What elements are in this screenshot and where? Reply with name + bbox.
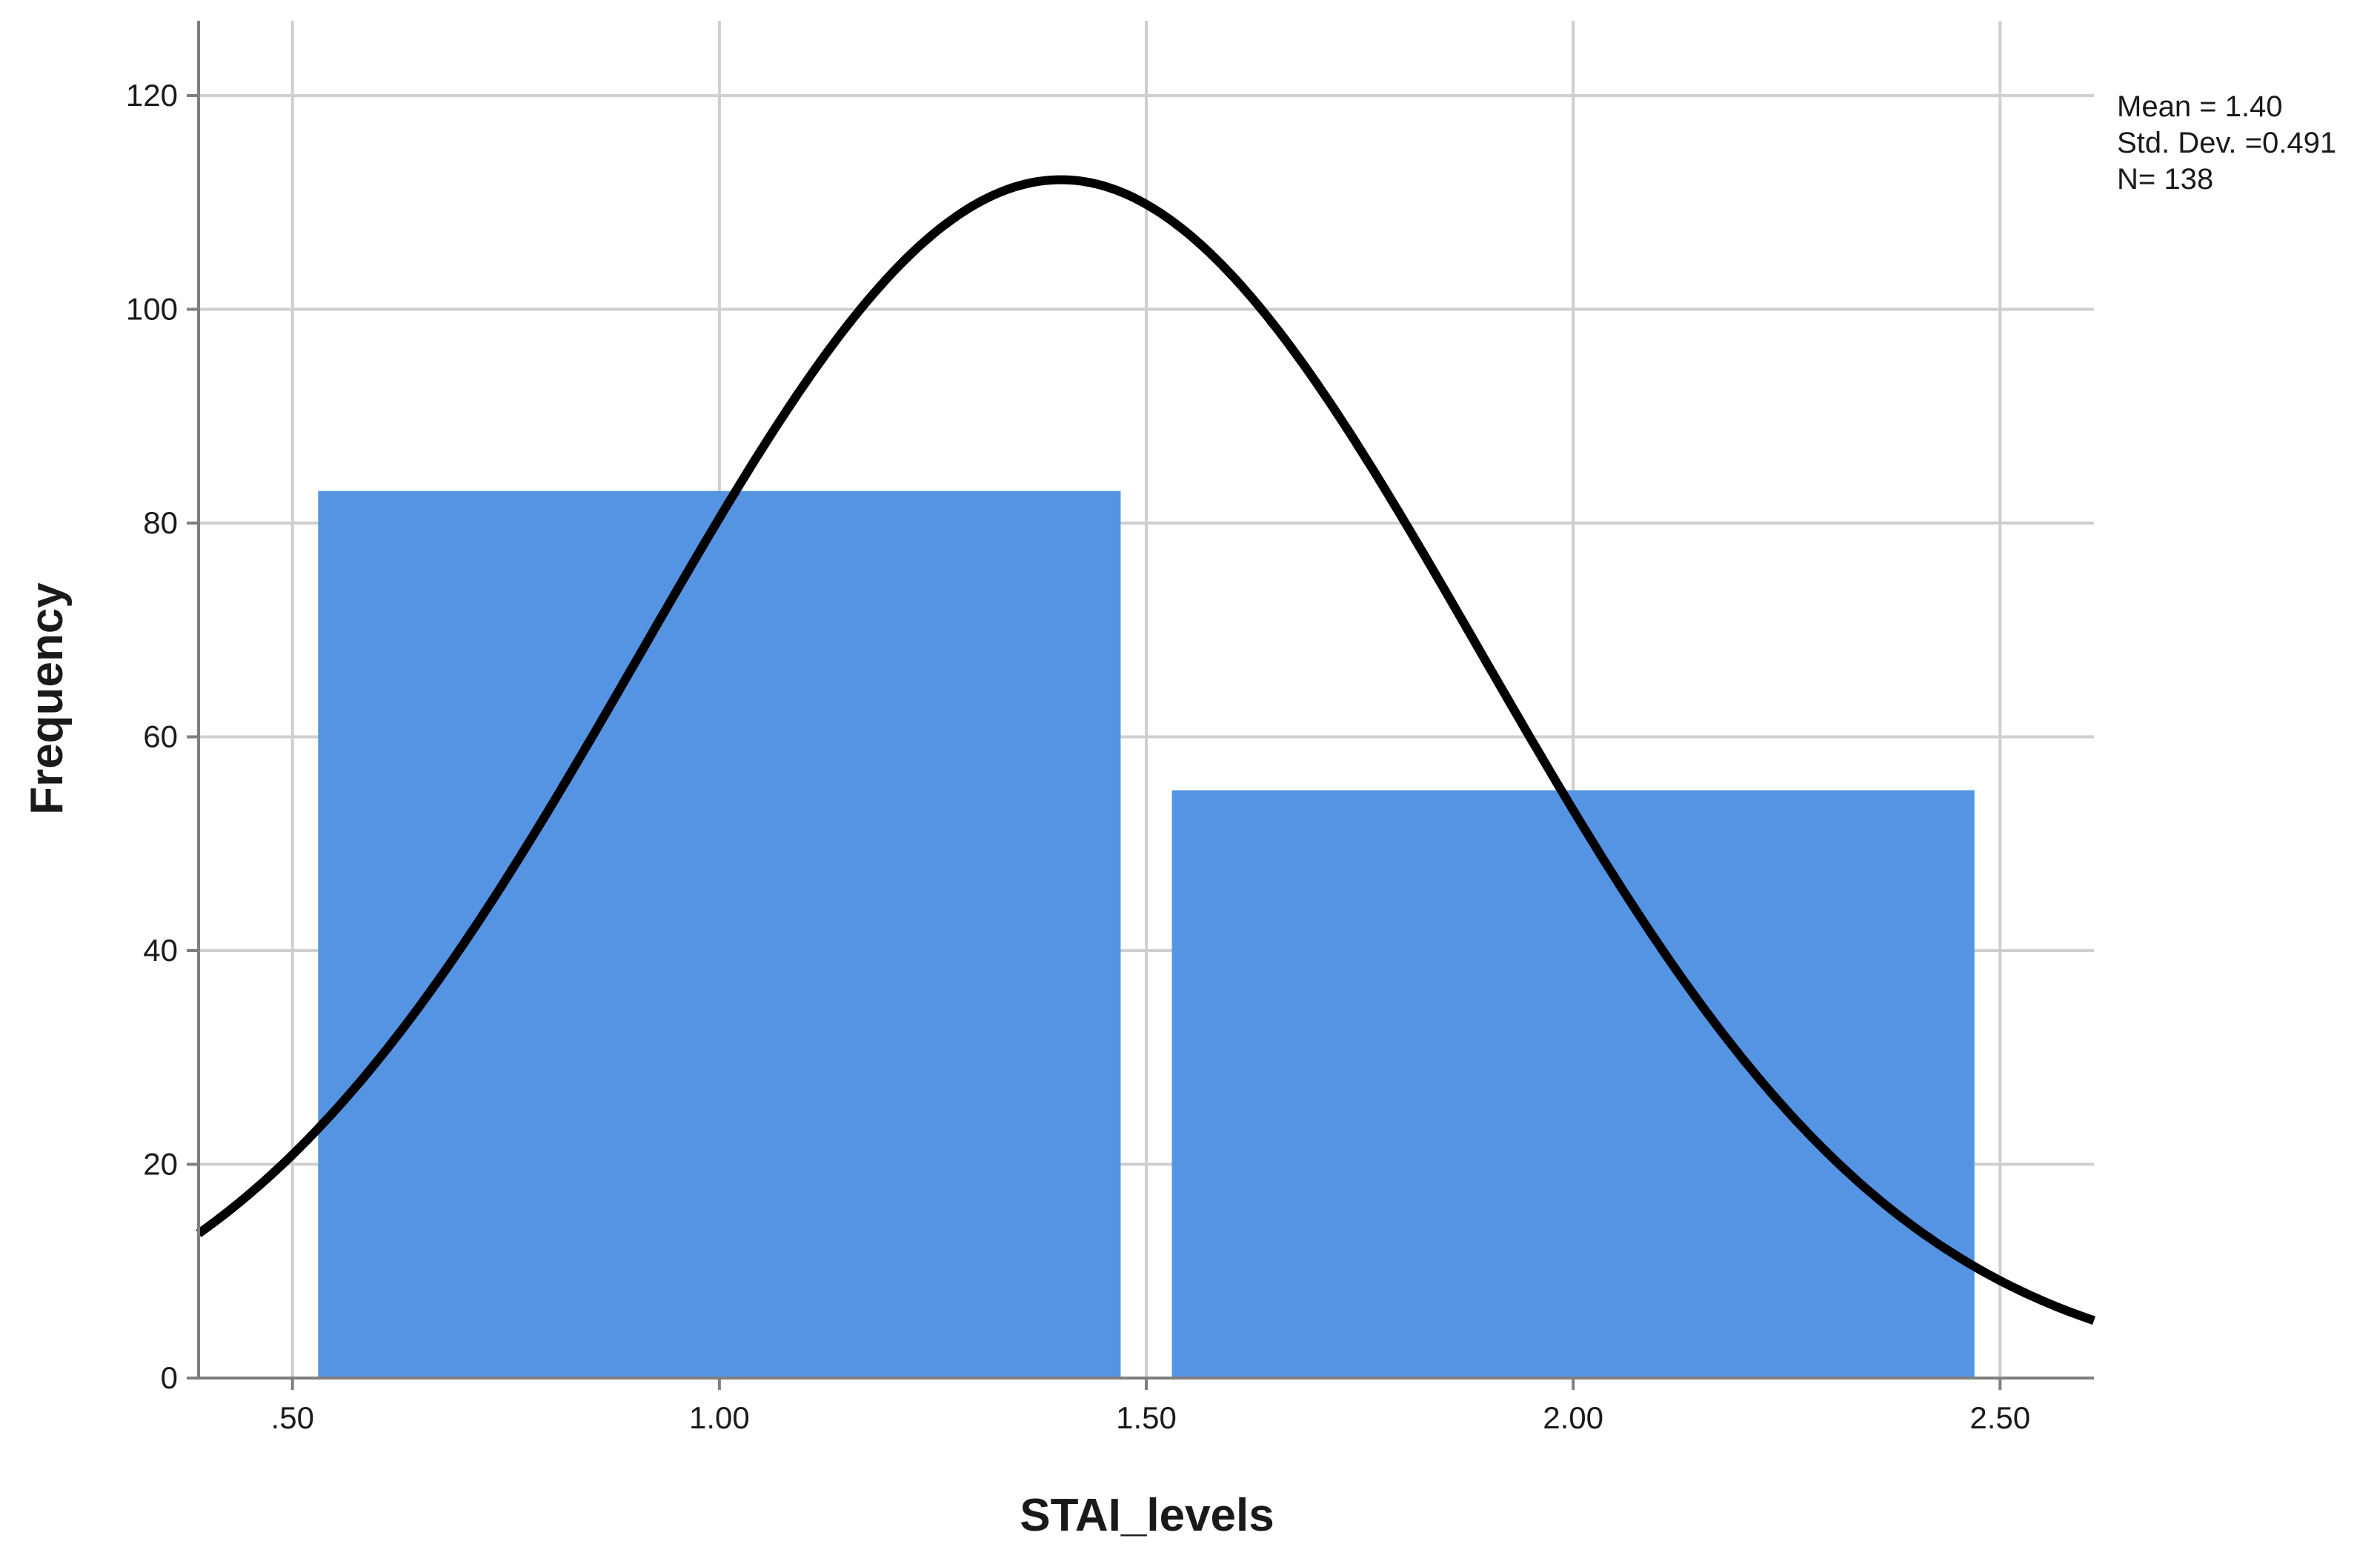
stats-legend: Mean = 1.40 Std. Dev. =0.491 N= 138 <box>2117 90 2336 196</box>
y-tick-label: 100 <box>126 291 178 326</box>
stats-std-dev: Std. Dev. =0.491 <box>2117 127 2336 159</box>
stats-mean: Mean = 1.40 <box>2117 90 2283 123</box>
x-tick-label: 1.50 <box>1116 1400 1177 1435</box>
histogram-bar-2 <box>1171 790 1975 1378</box>
y-tick-label: 0 <box>161 1360 178 1395</box>
y-tick-label: 80 <box>143 505 178 540</box>
x-tick-label: 1.00 <box>689 1400 750 1435</box>
x-tick-label: 2.00 <box>1543 1400 1603 1435</box>
x-tick-label: 2.50 <box>1970 1400 2030 1435</box>
y-tick-label: 60 <box>143 719 178 753</box>
y-tick-label: 40 <box>143 933 178 968</box>
stats-n: N= 138 <box>2117 163 2213 196</box>
normal-curve-layer <box>196 175 2095 1325</box>
tick-labels-layer: 0 20 40 60 80 100 120 .50 1.00 1.50 2.00 2.50 <box>126 78 2030 1435</box>
y-tick-label: 20 <box>143 1146 178 1181</box>
histogram-bar-1 <box>318 490 1121 1378</box>
y-axis-title: Frequency <box>21 582 73 815</box>
y-tick-label: 120 <box>126 78 178 113</box>
x-axis-title: STAI_levels <box>1020 1490 1274 1541</box>
bars-layer <box>318 490 1975 1378</box>
x-tick-label: .50 <box>271 1400 314 1435</box>
normal-curve-line <box>196 175 2095 1325</box>
